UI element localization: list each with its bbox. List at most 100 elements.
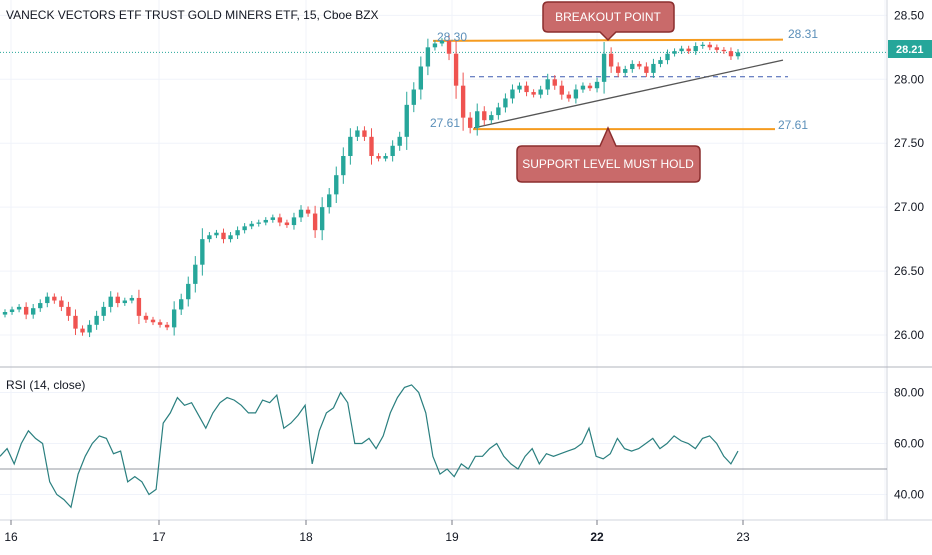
candle (545, 73, 550, 96)
rsi-tick-label: 40.00 (894, 488, 924, 502)
price-tick-label: 28.50 (894, 8, 924, 22)
candle (235, 226, 240, 239)
time-axis-ticks: 16 17 18 19 22 23 (4, 520, 750, 544)
candle (101, 301, 106, 321)
candle (341, 147, 346, 184)
candle (721, 47, 727, 54)
candle (608, 47, 614, 73)
candle (179, 293, 184, 315)
current-price-tag: 28.21 (888, 40, 932, 58)
candle (284, 219, 290, 228)
candle (453, 40, 459, 99)
rsi-title: RSI (14, close) (6, 378, 86, 392)
candle (164, 321, 170, 331)
candle (538, 85, 543, 99)
ascending-trendline (473, 59, 784, 129)
candle (489, 111, 494, 124)
price-tick-label: 27.50 (894, 136, 924, 150)
time-tick-label: 22 (590, 530, 604, 544)
resistance-right-label: 28.31 (788, 27, 818, 41)
candle (348, 128, 353, 165)
candle (157, 319, 163, 328)
candle (566, 91, 572, 102)
price-tick-label: 28.00 (894, 72, 924, 86)
candle (214, 229, 219, 239)
time-tick-label: 16 (4, 530, 18, 544)
current-price-value: 28.21 (896, 44, 924, 56)
candle (186, 276, 191, 307)
candle (496, 102, 501, 120)
candle (31, 304, 36, 319)
candle (150, 316, 156, 326)
candle (319, 197, 325, 241)
support-callout[interactable]: SUPPORT LEVEL MUST HOLD (516, 126, 701, 183)
candle (221, 228, 226, 244)
candle (108, 291, 113, 313)
support-right-label: 27.61 (778, 118, 808, 132)
candle (2, 309, 8, 318)
candle (686, 45, 691, 54)
candle (263, 217, 268, 226)
candle (482, 106, 487, 126)
candle (594, 77, 600, 93)
candle (249, 220, 254, 230)
candle (432, 40, 438, 51)
candle (193, 256, 198, 293)
candle (404, 91, 409, 150)
candle (411, 82, 416, 113)
candle (439, 38, 445, 47)
candle (658, 56, 663, 68)
resistance-left-label: 28.30 (437, 30, 467, 44)
candle (305, 206, 311, 217)
rsi-tick-label: 80.00 (894, 386, 924, 400)
candle (312, 205, 318, 238)
candle (397, 131, 402, 151)
candle (200, 228, 205, 276)
candle (707, 41, 712, 51)
candle (587, 82, 593, 92)
candle (143, 312, 149, 323)
candle (298, 205, 304, 222)
candle (714, 44, 720, 53)
candle (115, 292, 120, 308)
candle (700, 41, 705, 49)
candle (630, 60, 635, 73)
candle (277, 213, 283, 227)
candle (207, 232, 212, 243)
time-tick-label: 23 (736, 530, 750, 544)
candle (735, 49, 741, 60)
candle (693, 42, 698, 55)
time-tick-label: 19 (445, 530, 459, 544)
price-tick-label: 27.00 (894, 200, 924, 214)
candle (355, 126, 360, 141)
rsi-pane (0, 384, 887, 509)
price-axis-ticks: 28.50 28.00 27.50 27.00 26.50 26.00 (894, 8, 924, 342)
candle (73, 309, 78, 336)
support-label: SUPPORT LEVEL MUST HOLD (522, 157, 694, 171)
candle (129, 295, 135, 304)
grid-lines (0, 0, 887, 520)
candle (52, 293, 57, 304)
rsi-axis-ticks: 80.00 60.00 40.00 (894, 386, 924, 502)
candle (615, 62, 621, 78)
price-tick-label: 26.50 (894, 264, 924, 278)
candle (665, 49, 670, 65)
candle (517, 82, 522, 93)
candle (59, 296, 64, 312)
candle (122, 297, 128, 306)
candle (38, 299, 43, 312)
candle (228, 232, 233, 243)
breakout-label: BREAKOUT POINT (555, 10, 661, 24)
candle (66, 301, 71, 321)
price-levels (0, 38, 887, 131)
breakout-callout[interactable]: BREAKOUT POINT (542, 1, 675, 42)
candle (644, 62, 649, 78)
candle (171, 301, 177, 336)
candle (16, 304, 22, 313)
candle (9, 306, 15, 315)
rsi-tick-label: 60.00 (894, 437, 924, 451)
candle (45, 292, 50, 308)
